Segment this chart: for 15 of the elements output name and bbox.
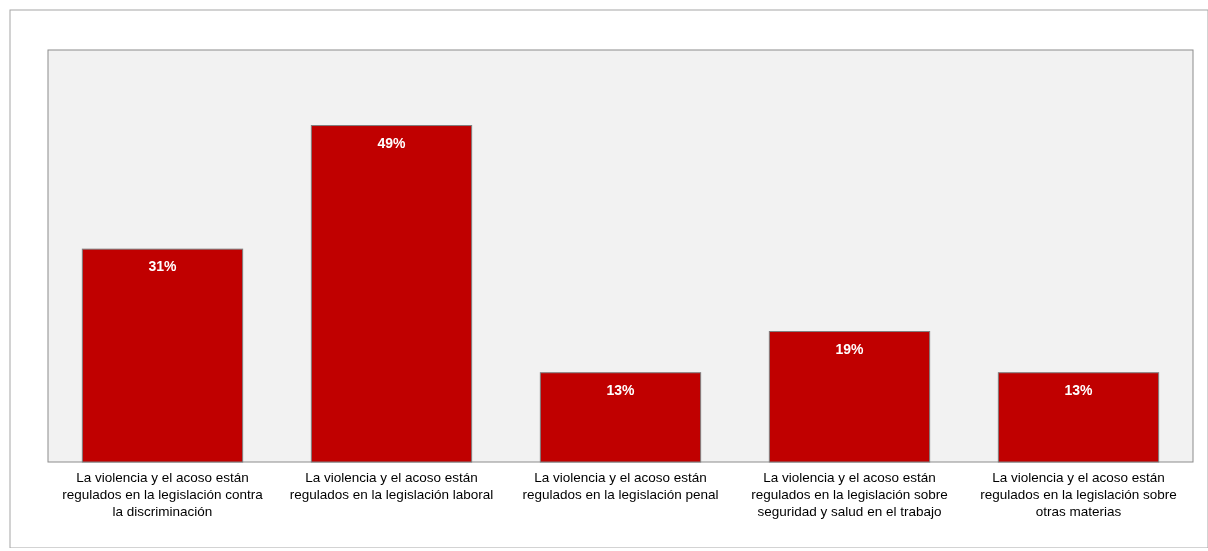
data-label: 13% [1064, 381, 1094, 398]
bar [81, 248, 244, 463]
bar [310, 125, 473, 463]
bar [997, 372, 1160, 463]
data-label: 49% [377, 134, 407, 151]
data-label: 19% [835, 340, 865, 357]
x-tick-label: La violencia y el acoso están regulados en la legislación sobre otras materias [980, 470, 1177, 519]
x-tick-label: La violencia y el acoso están regulados en la legislación sobre seguridad y salud en el trabajo [751, 470, 948, 519]
data-label: 13% [606, 381, 636, 398]
x-tick-label: La violencia y el acoso están regulados en la legislación penal [522, 470, 719, 502]
x-tick-label: La violencia y el acoso están regulados en la legislación contra la discriminación [62, 470, 264, 519]
x-tick-label: La violencia y el acoso están regulados en la legislación laboral [289, 470, 494, 502]
bar [768, 331, 931, 463]
data-label: 31% [148, 258, 178, 275]
bar [539, 372, 702, 463]
